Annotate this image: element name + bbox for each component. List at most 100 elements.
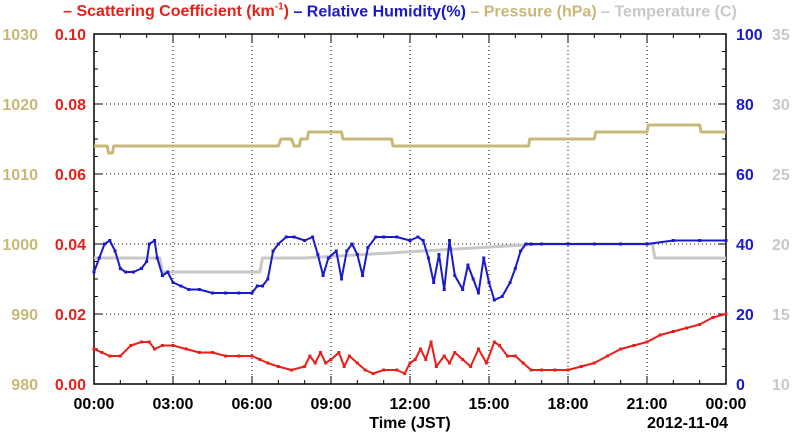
data-point-humidity — [224, 291, 228, 295]
data-point-humidity — [466, 263, 470, 267]
data-point-humidity — [524, 242, 528, 246]
data-point-humidity — [698, 239, 702, 242]
data-point-scatter — [671, 330, 675, 333]
data-point-scatter — [403, 372, 407, 375]
data-point-scatter — [521, 361, 525, 365]
data-point-humidity — [442, 288, 446, 291]
data-point-humidity — [197, 288, 201, 291]
data-point-humidity — [97, 256, 101, 260]
data-point-scatter — [448, 361, 451, 365]
data-point-humidity — [303, 239, 307, 242]
legend-pressure: – Pressure (hPa) — [470, 3, 597, 21]
data-point-scatter — [139, 340, 143, 344]
data-point-scatter — [395, 368, 399, 372]
data-point-humidity — [261, 284, 265, 288]
data-point-humidity — [334, 249, 338, 253]
data-point-humidity — [421, 239, 425, 242]
data-point-scatter — [592, 361, 596, 365]
data-point-humidity — [566, 242, 570, 246]
y-tick-label-pressure: 1010 — [2, 167, 38, 184]
data-point-scatter — [303, 365, 307, 368]
data-point-scatter — [237, 354, 241, 358]
data-point-scatter — [184, 347, 188, 351]
y-tick-label-scatter: 0.06 — [55, 167, 86, 184]
data-point-humidity — [350, 242, 354, 246]
x-tick-label: 15:00 — [469, 396, 510, 413]
x-tick-label: 00:00 — [706, 396, 747, 413]
data-point-humidity — [171, 281, 175, 284]
data-point-humidity — [519, 249, 523, 253]
data-point-scatter — [160, 344, 164, 347]
data-point-humidity — [266, 277, 270, 281]
data-point-scatter — [442, 354, 446, 358]
data-point-humidity — [271, 249, 275, 253]
data-point-scatter — [318, 351, 322, 354]
data-point-humidity — [416, 235, 420, 239]
y-tick-label-scatter: 0.00 — [55, 377, 86, 394]
data-point-humidity — [448, 239, 451, 242]
x-tick-label: 18:00 — [548, 396, 589, 413]
series-line-pressure — [94, 123, 726, 155]
data-point-scatter — [424, 358, 428, 361]
x-tick-label: 09:00 — [311, 396, 352, 413]
chart-legend: – Scattering Coefficient (km-1) – Relati… — [0, 2, 800, 21]
y-tick-label-pressure: 1020 — [2, 97, 38, 114]
data-point-scatter — [324, 361, 328, 365]
data-point-humidity — [255, 284, 259, 288]
data-point-scatter — [453, 351, 457, 354]
data-point-humidity — [482, 256, 486, 260]
data-point-scatter — [347, 354, 351, 358]
data-point-humidity — [316, 253, 320, 256]
data-point-scatter — [540, 368, 544, 372]
data-point-scatter — [579, 365, 583, 368]
data-point-humidity — [103, 242, 107, 246]
data-point-humidity — [284, 235, 288, 239]
data-point-scatter — [461, 358, 465, 361]
data-point-scatter — [147, 340, 151, 344]
y-tick-label-humidity: 20 — [736, 307, 754, 324]
data-point-humidity — [187, 288, 191, 291]
data-point-scatter — [197, 351, 201, 354]
data-point-humidity — [361, 274, 365, 277]
data-point-scatter — [498, 344, 502, 347]
data-point-humidity — [355, 253, 359, 256]
data-point-scatter — [513, 354, 517, 358]
x-tick-label: 12:00 — [390, 396, 431, 413]
data-point-humidity — [619, 242, 623, 246]
x-tick-label: 00:00 — [74, 396, 115, 413]
data-point-scatter — [313, 361, 317, 365]
data-point-humidity — [426, 256, 430, 260]
data-point-scatter — [505, 354, 509, 358]
data-point-scatter — [171, 344, 175, 347]
data-point-scatter — [632, 344, 636, 347]
data-point-humidity — [166, 270, 170, 274]
data-point-scatter — [224, 354, 228, 358]
data-point-humidity — [145, 260, 149, 263]
legend-temperature: – Temperature (C) — [601, 3, 737, 21]
data-point-scatter — [685, 326, 688, 330]
data-point-scatter — [290, 368, 293, 372]
data-point-scatter — [108, 354, 112, 358]
y-tick-label-pressure: 1000 — [2, 237, 38, 254]
legend-humidity: – Relative Humidity(%) — [293, 3, 466, 21]
y-tick-label-temperature: 30 — [772, 97, 790, 114]
data-point-scatter — [211, 351, 214, 354]
data-point-scatter — [476, 347, 480, 351]
data-point-scatter — [566, 368, 570, 372]
data-point-humidity — [340, 277, 344, 281]
data-point-scatter — [329, 358, 333, 361]
data-point-humidity — [671, 239, 675, 242]
x-tick-label: 21:00 — [627, 396, 668, 413]
data-point-scatter — [355, 361, 359, 365]
data-point-humidity — [237, 291, 241, 295]
data-point-humidity — [645, 242, 649, 246]
data-point-scatter — [363, 368, 367, 372]
y-tick-label-temperature: 25 — [772, 167, 790, 184]
data-point-scatter — [408, 361, 412, 365]
y-tick-label-temperature: 20 — [772, 237, 790, 254]
data-point-humidity — [108, 239, 112, 242]
data-point-scatter — [153, 347, 157, 351]
data-point-humidity — [540, 242, 544, 246]
data-point-humidity — [147, 242, 151, 246]
